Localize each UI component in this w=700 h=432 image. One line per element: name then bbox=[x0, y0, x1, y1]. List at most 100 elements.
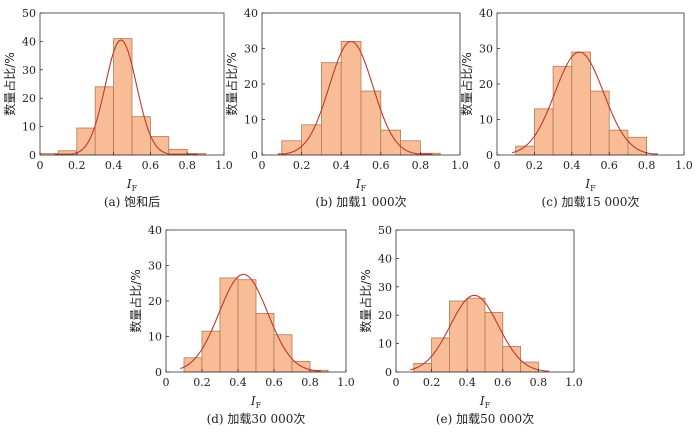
y-axis-label: 数量占比/% bbox=[459, 52, 474, 115]
y-tick-label: 10 bbox=[148, 331, 162, 344]
x-tick-label: 0.8 bbox=[638, 159, 656, 172]
x-tick-label: 0.4 bbox=[332, 159, 350, 172]
x-tick-label: 0.8 bbox=[412, 159, 430, 172]
normal-fit-curve bbox=[277, 40, 433, 155]
x-tick-label: 0.4 bbox=[458, 376, 476, 389]
histogram-bar bbox=[552, 65, 573, 156]
axes-frame bbox=[39, 12, 225, 156]
histogram-bar bbox=[219, 277, 239, 373]
panel-caption: (e) 加载50 000次 bbox=[436, 412, 534, 426]
panel-caption: (c) 加载15 000次 bbox=[542, 195, 640, 209]
histogram-bar bbox=[400, 140, 421, 156]
x-axis-label: IF bbox=[584, 177, 596, 193]
x-tick-label: 1.0 bbox=[675, 159, 693, 172]
panel-caption: (a) 饱和后 bbox=[104, 194, 160, 209]
histogram-bar bbox=[301, 124, 322, 156]
y-axis-label: 数量占比/% bbox=[2, 52, 17, 115]
x-tick-label: 0.6 bbox=[142, 159, 160, 172]
histogram-bar bbox=[466, 297, 486, 373]
y-tick-label: 20 bbox=[148, 295, 162, 308]
histogram-bar bbox=[237, 279, 257, 373]
histogram-bar bbox=[281, 140, 302, 156]
y-tick-label: 50 bbox=[378, 224, 392, 237]
y-tick-label: 30 bbox=[22, 64, 36, 77]
y-tick-label: 50 bbox=[22, 7, 36, 20]
chart-panel-3: 0 0.2 0.4 0.6 0.8 1.0 10 20 30 40 0 数量占比/% IF (c) 加载1… bbox=[459, 7, 693, 209]
x-tick-label: 0.2 bbox=[423, 376, 441, 389]
y-tick-label: 40 bbox=[378, 252, 392, 265]
x-tick-label: 1.0 bbox=[451, 159, 469, 172]
histogram-bar bbox=[273, 334, 293, 373]
y-tick-label: 0 bbox=[486, 149, 493, 162]
y-tick-label: 40 bbox=[244, 7, 258, 20]
histogram-bar bbox=[149, 136, 170, 156]
y-tick-label: 0 bbox=[385, 366, 392, 379]
y-tick-label: 20 bbox=[479, 78, 493, 91]
chart-panel-5: 0 0.2 0.4 0.6 0.8 1.0 10 20 30 40 50 0 数量占比/% IF (e) 加… bbox=[358, 224, 583, 426]
x-tick-label: 0.6 bbox=[494, 376, 512, 389]
x-tick-label: 0.6 bbox=[372, 159, 390, 172]
x-tick-label: 0.8 bbox=[530, 376, 548, 389]
y-axis-label: 数量占比/% bbox=[128, 269, 143, 332]
x-tick-label: 0.8 bbox=[178, 159, 196, 172]
x-tick-label: 0 bbox=[37, 159, 44, 172]
y-tick-label: 10 bbox=[479, 114, 493, 127]
x-tick-label: 0 bbox=[163, 376, 170, 389]
histogram-bar bbox=[131, 116, 151, 156]
y-tick-label: 40 bbox=[479, 7, 493, 20]
x-axis-label: IF bbox=[479, 394, 491, 410]
normal-fit-curve bbox=[54, 39, 199, 155]
normal-fit-curve bbox=[410, 294, 550, 372]
y-tick-label: 20 bbox=[244, 78, 258, 91]
x-tick-label: 0 bbox=[494, 159, 501, 172]
x-tick-label: 1.0 bbox=[215, 159, 233, 172]
panel-caption: (b) 加载1 000次 bbox=[315, 195, 406, 209]
histogram-bar bbox=[608, 129, 629, 156]
x-tick-label: 0 bbox=[393, 376, 400, 389]
x-tick-label: 0.2 bbox=[526, 159, 544, 172]
y-axis-label: 数量占比/% bbox=[224, 52, 239, 115]
y-tick-label: 30 bbox=[244, 43, 258, 56]
histogram-bar bbox=[484, 311, 504, 373]
histogram-bar bbox=[571, 51, 591, 156]
y-tick-label: 20 bbox=[378, 309, 392, 322]
y-tick-label: 30 bbox=[148, 260, 162, 273]
y-tick-label: 30 bbox=[479, 43, 493, 56]
axes-frame bbox=[395, 229, 575, 373]
y-tick-label: 0 bbox=[251, 149, 258, 162]
y-tick-label: 10 bbox=[244, 114, 258, 127]
x-axis-label: IF bbox=[126, 177, 138, 193]
y-axis-label: 数量占比/% bbox=[358, 269, 373, 332]
x-tick-label: 0.6 bbox=[265, 376, 283, 389]
chart-panel-4: 0 0.2 0.4 0.6 0.8 1.0 10 20 30 40 0 数量占比/% IF (d) 加载3… bbox=[128, 224, 355, 426]
x-tick-label: 0.4 bbox=[105, 159, 123, 172]
x-tick-label: 0.4 bbox=[229, 376, 247, 389]
histogram-bar bbox=[340, 41, 362, 156]
panel-caption: (d) 加载30 000次 bbox=[207, 412, 306, 426]
x-tick-label: 0 bbox=[259, 159, 266, 172]
normal-fit-curve bbox=[511, 51, 658, 155]
histogram-bar bbox=[502, 346, 521, 373]
y-tick-label: 10 bbox=[378, 338, 392, 351]
normal-fit-curve bbox=[180, 273, 321, 372]
x-tick-label: 1.0 bbox=[565, 376, 583, 389]
y-tick-label: 10 bbox=[22, 121, 36, 134]
histogram-bar bbox=[320, 62, 342, 156]
x-tick-label: 0.4 bbox=[563, 159, 581, 172]
x-tick-label: 0.2 bbox=[68, 159, 86, 172]
chart-panel-1: 0 0.2 0.4 0.6 0.8 1.0 10 20 30 40 50 0 数量占比/% IF(a) 饱… bbox=[2, 7, 233, 209]
y-tick-label: 0 bbox=[29, 149, 36, 162]
y-tick-label: 40 bbox=[148, 224, 162, 237]
x-tick-label: 0.2 bbox=[193, 376, 211, 389]
x-axis-label: IF bbox=[250, 394, 262, 410]
x-tick-label: 0.6 bbox=[600, 159, 618, 172]
x-tick-label: 0.2 bbox=[293, 159, 311, 172]
y-tick-label: 0 bbox=[155, 366, 162, 379]
y-tick-label: 40 bbox=[22, 35, 36, 48]
x-axis-label: IF bbox=[355, 177, 367, 193]
histogram-bar bbox=[201, 330, 221, 373]
x-tick-label: 1.0 bbox=[337, 376, 355, 389]
y-tick-label: 30 bbox=[378, 281, 392, 294]
histogram-bar bbox=[94, 86, 114, 156]
